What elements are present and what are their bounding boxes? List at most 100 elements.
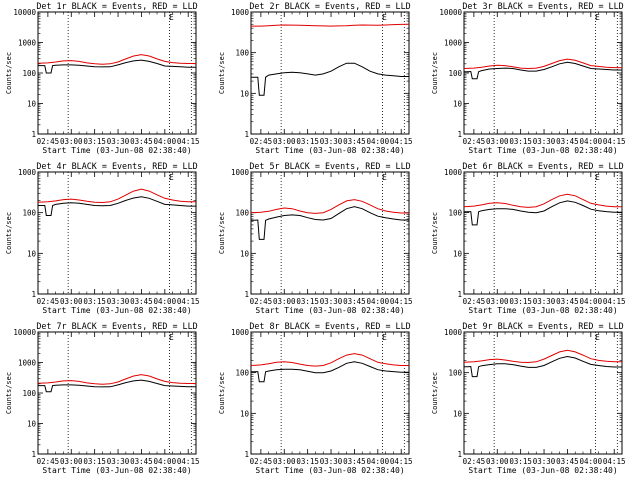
- x-tick-label: 03:45: [130, 297, 153, 306]
- panel-5: Det 5r BLACK = Events, RED = LLD E 1 10 100 1…: [218, 161, 412, 315]
- corner-label: E: [169, 173, 174, 182]
- panel-7: Det 7r BLACK = Events, RED = LLD E 1 10 100 1…: [5, 321, 199, 475]
- x-tick-label: 03:00: [486, 297, 509, 306]
- x-tick-label: 03:45: [343, 457, 366, 466]
- y-tick-label: 100: [235, 209, 249, 218]
- x-tick-label: 03:00: [60, 137, 83, 146]
- x-tick-label: 04:15: [603, 297, 626, 306]
- x-axis-label: Start Time (03-Jun-08 02:38:40): [255, 306, 404, 315]
- x-tick-label: 03:30: [107, 297, 130, 306]
- series-events-line: [38, 59, 196, 74]
- y-tick-label: 10: [453, 409, 463, 418]
- x-tick-label: 03:30: [533, 297, 556, 306]
- series-lld-line: [463, 58, 622, 70]
- x-tick-label: 03:30: [320, 137, 343, 146]
- x-tick-label: 03:00: [486, 457, 509, 466]
- x-tick-label: 04:15: [177, 137, 200, 146]
- series-lld-line: [250, 353, 409, 367]
- y-tick-label: 10: [27, 249, 37, 258]
- y-tick-label: 1000: [18, 168, 37, 177]
- series-events-line: [38, 379, 196, 393]
- y-tick-label: 10: [240, 249, 250, 258]
- series-lld-line: [37, 188, 196, 204]
- x-tick-label: 04:00: [367, 457, 390, 466]
- panel-1: Det 1r BLACK = Events, RED = LLD E 1 10 100 1…: [5, 1, 199, 155]
- x-tick-label: 03:15: [83, 137, 106, 146]
- x-tick-label: 04:00: [367, 297, 390, 306]
- x-tick-label: 02:45: [463, 137, 486, 146]
- series-events-line: [464, 355, 622, 378]
- x-tick-label: 02:45: [463, 297, 486, 306]
- panel-title: Det 6r BLACK = Events, RED = LLD: [462, 161, 623, 171]
- x-tick-label: 03:15: [83, 297, 106, 306]
- x-tick-label: 03:45: [556, 457, 579, 466]
- x-tick-label: 04:15: [390, 297, 413, 306]
- panel-6: Det 6r BLACK = Events, RED = LLD E 1 10 100 1…: [431, 161, 625, 315]
- panel-title: Det 1r BLACK = Events, RED = LLD: [36, 1, 197, 11]
- corner-label: E: [169, 333, 174, 342]
- x-tick-label: 03:00: [60, 297, 83, 306]
- x-tick-label: 02:45: [250, 297, 273, 306]
- y-tick-label: 100: [22, 69, 36, 78]
- x-tick-label: 04:00: [580, 137, 603, 146]
- y-axis-label: Counts/sec: [431, 52, 439, 94]
- y-tick-label: 1: [31, 290, 36, 299]
- y-axis-label: Counts/sec: [431, 372, 439, 414]
- y-axis-label: Counts/sec: [218, 372, 226, 414]
- series-events-line: [38, 196, 196, 216]
- panel-4: Det 4r BLACK = Events, RED = LLD E 1 10 100 1…: [5, 161, 199, 315]
- x-tick-label: 03:45: [556, 137, 579, 146]
- x-axis-label: Start Time (03-Jun-08 02:38:40): [42, 466, 191, 475]
- x-tick-label: 02:45: [463, 457, 486, 466]
- y-tick-label: 1000: [18, 359, 37, 368]
- x-axis-label: Start Time (03-Jun-08 02:38:40): [42, 306, 191, 315]
- panel-2: Det 2r BLACK = Events, RED = LLD E 1 10 100 1…: [218, 1, 412, 155]
- y-tick-label: 1: [457, 450, 462, 459]
- x-axis-label: Start Time (03-Jun-08 02:38:40): [468, 306, 617, 315]
- plot-frame: [463, 331, 623, 455]
- panel-title: Det 8r BLACK = Events, RED = LLD: [249, 321, 410, 331]
- y-axis-label: Counts/sec: [5, 212, 13, 254]
- y-tick-label: 1: [457, 290, 462, 299]
- y-tick-label: 1: [244, 450, 249, 459]
- y-tick-label: 10000: [439, 8, 462, 17]
- x-tick-label: 03:30: [320, 297, 343, 306]
- series-events-line: [464, 61, 622, 80]
- x-tick-label: 03:30: [533, 137, 556, 146]
- x-tick-label: 04:00: [154, 297, 177, 306]
- panel-title: Det 2r BLACK = Events, RED = LLD: [249, 1, 410, 11]
- x-tick-label: 04:15: [390, 457, 413, 466]
- corner-label: E: [382, 173, 387, 182]
- y-axis-label: Counts/sec: [218, 52, 226, 94]
- x-tick-label: 03:15: [296, 297, 319, 306]
- x-tick-label: 04:00: [580, 457, 603, 466]
- y-tick-label: 10: [27, 100, 37, 109]
- y-tick-label: 1000: [231, 328, 250, 337]
- x-tick-label: 04:15: [177, 457, 200, 466]
- x-tick-label: 03:00: [60, 457, 83, 466]
- corner-label: E: [169, 13, 174, 22]
- y-tick-label: 1: [244, 130, 249, 139]
- y-tick-label: 100: [448, 209, 462, 218]
- y-tick-label: 10: [240, 409, 250, 418]
- x-tick-label: 03:00: [273, 297, 296, 306]
- x-tick-label: 03:30: [320, 457, 343, 466]
- y-axis-label: Counts/sec: [218, 212, 226, 254]
- x-tick-label: 03:15: [509, 457, 532, 466]
- x-tick-label: 02:45: [250, 137, 273, 146]
- corner-label: E: [595, 13, 600, 22]
- x-tick-label: 04:00: [580, 297, 603, 306]
- plot-frame: [37, 11, 197, 135]
- y-tick-label: 1000: [231, 8, 250, 17]
- y-tick-label: 10000: [13, 328, 36, 337]
- y-tick-label: 10000: [13, 8, 36, 17]
- x-tick-label: 02:45: [37, 137, 60, 146]
- series-lld-line: [250, 199, 409, 214]
- plot-frame: [37, 171, 197, 295]
- y-axis-label: Counts/sec: [5, 52, 13, 94]
- series-events-line: [251, 361, 409, 383]
- y-tick-label: 1: [457, 130, 462, 139]
- y-tick-label: 10: [453, 100, 463, 109]
- corner-label: E: [382, 13, 387, 22]
